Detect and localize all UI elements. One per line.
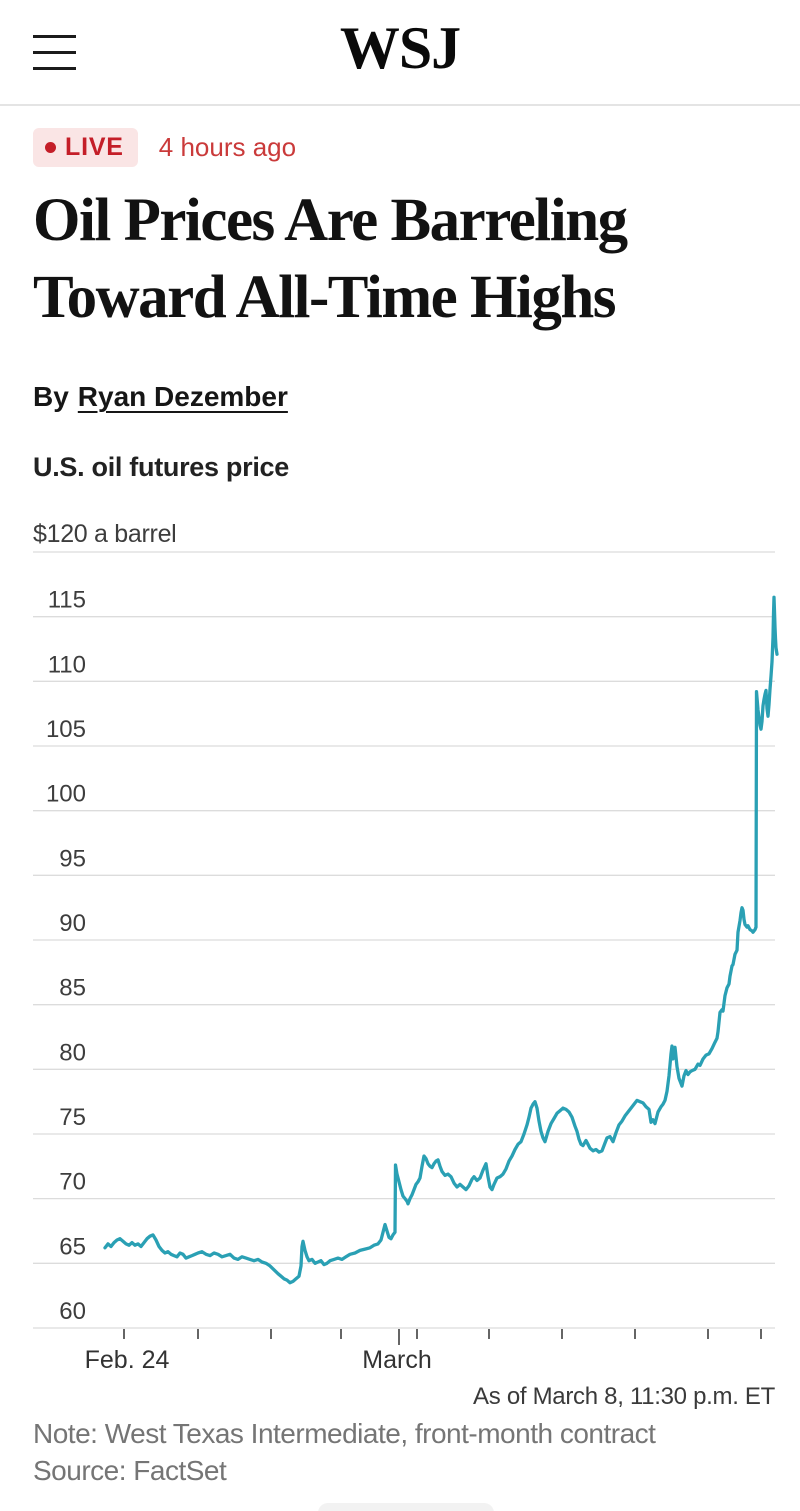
price-chart-svg: 115 110 105 100 95 90 85 80 75 70 65 60 Feb. 24 March [33, 551, 779, 1374]
headline-line-1: Oil Prices Are Barreling [33, 187, 628, 254]
as-of-label: As of March 8, 11:30 p.m. ET [473, 1383, 775, 1410]
live-timestamp: 4 hours ago [158, 132, 297, 162]
svg-text:115: 115 [48, 587, 86, 614]
byline: By Ryan Dezember [33, 381, 288, 413]
svg-text:60: 60 [59, 1298, 86, 1325]
headline-line-2: Toward All-Time Highs [33, 264, 617, 331]
svg-text:75: 75 [59, 1104, 86, 1131]
author-link[interactable]: Ryan Dezember [77, 381, 288, 412]
app-header: WSJ [0, 0, 800, 106]
hamburger-icon [33, 34, 76, 70]
svg-text:Feb. 24: Feb. 24 [85, 1346, 170, 1374]
svg-text:90: 90 [59, 910, 86, 937]
svg-text:105: 105 [46, 716, 86, 743]
headline: Oil Prices Are Barreling Toward All-Time… [33, 182, 778, 336]
live-badge: LIVE [33, 128, 138, 167]
live-badge-label: LIVE [65, 133, 124, 161]
chart-note: Note: West Texas Intermediate, front-mon… [33, 1418, 656, 1449]
svg-text:65: 65 [59, 1233, 86, 1260]
svg-text:March: March [362, 1346, 431, 1374]
svg-text:100: 100 [46, 781, 86, 808]
svg-text:80: 80 [59, 1039, 86, 1066]
svg-text:85: 85 [59, 975, 86, 1002]
chart-source: Source: FactSet [33, 1455, 227, 1486]
live-dot-icon [45, 142, 56, 153]
svg-text:70: 70 [59, 1169, 86, 1196]
svg-text:110: 110 [48, 651, 86, 678]
live-row: LIVE 4 hours ago [33, 128, 296, 167]
svg-text:95: 95 [59, 845, 86, 872]
chart-title: U.S. oil futures price [33, 452, 289, 482]
byline-prefix: By [33, 381, 69, 412]
brand-logo[interactable]: WSJ [339, 15, 461, 81]
y-axis-unit-label: $120 a barrel [33, 520, 177, 548]
bottom-sheet-hint [318, 1503, 494, 1511]
menu-button[interactable] [30, 30, 82, 74]
